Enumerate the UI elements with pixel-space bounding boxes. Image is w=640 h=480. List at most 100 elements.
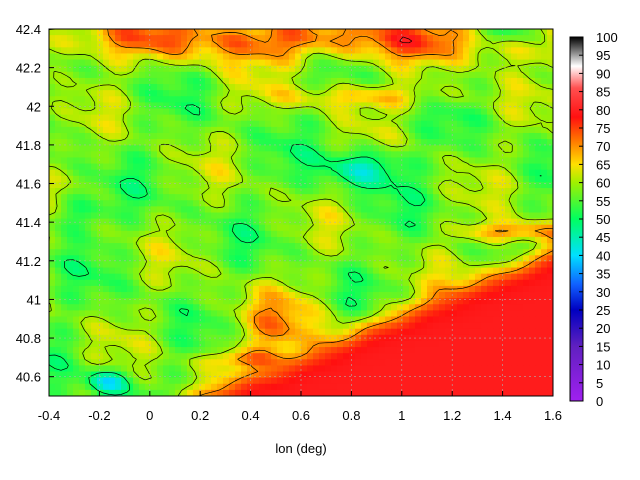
heatmap-cell (121, 255, 128, 263)
heatmap-cell (271, 175, 278, 183)
heatmap-cell (433, 224, 440, 232)
heatmap-cell (505, 273, 512, 281)
heatmap-cell (271, 304, 278, 311)
heatmap-cell (397, 322, 404, 330)
heatmap-cell (121, 84, 128, 91)
heatmap-cell (73, 77, 80, 85)
heatmap-cell (235, 65, 242, 73)
heatmap-cell (385, 29, 392, 36)
heatmap-cell (193, 188, 200, 195)
heatmap-cell (415, 353, 422, 360)
heatmap-cell (139, 132, 146, 140)
heatmap-cell (445, 353, 452, 360)
heatmap-cell (343, 132, 350, 140)
heatmap-cell (385, 347, 392, 354)
heatmap-cell (163, 279, 170, 287)
heatmap-cell (301, 298, 308, 305)
heatmap-cell (109, 249, 116, 256)
heatmap-cell (301, 353, 308, 360)
heatmap-cell (241, 96, 248, 103)
heatmap-cell (97, 35, 104, 42)
heatmap-cell (217, 175, 224, 183)
heatmap-cell (529, 126, 536, 134)
heatmap-cell (403, 359, 410, 367)
heatmap-cell (349, 65, 356, 73)
heatmap-cell (223, 120, 230, 128)
heatmap-cell (301, 71, 308, 79)
heatmap-cell (499, 84, 506, 91)
heatmap-cell (409, 224, 416, 232)
heatmap-cell (493, 102, 500, 110)
heatmap-cell (541, 243, 548, 250)
heatmap-cell (409, 206, 416, 214)
heatmap-cell (487, 298, 494, 305)
heatmap-cell (235, 267, 242, 275)
heatmap-cell (295, 194, 302, 201)
heatmap-cell (469, 243, 476, 250)
heatmap-cell (97, 371, 104, 379)
heatmap-cell (445, 151, 452, 159)
heatmap-cell (499, 157, 506, 165)
heatmap-cell (361, 53, 368, 61)
heatmap-cell (445, 102, 452, 110)
heatmap-cell (409, 132, 416, 140)
heatmap-cell (547, 304, 553, 311)
heatmap-cell (133, 120, 140, 128)
heatmap-cell (163, 139, 170, 146)
heatmap-cell (211, 77, 218, 85)
heatmap-cell (259, 371, 266, 379)
heatmap-cell (403, 181, 410, 189)
heatmap-cell (331, 200, 338, 207)
heatmap-cell (85, 304, 92, 311)
heatmap-cell (289, 310, 296, 318)
heatmap-cell (205, 224, 212, 232)
heatmap-cell (67, 108, 74, 116)
heatmap-cell (475, 279, 482, 287)
heatmap-cell (157, 77, 164, 85)
heatmap-cell (109, 181, 116, 189)
heatmap-cell (325, 181, 332, 189)
heatmap-cell (307, 47, 314, 55)
heatmap-cell (529, 35, 536, 42)
heatmap-cell (385, 145, 392, 152)
heatmap-cell (79, 255, 86, 263)
heatmap-cell (217, 53, 224, 61)
heatmap-cell (505, 304, 512, 311)
heatmap-cell (85, 292, 92, 299)
heatmap-cell (223, 53, 230, 61)
heatmap-cell (379, 181, 386, 189)
heatmap-cell (337, 41, 344, 48)
heatmap-cell (529, 249, 536, 256)
heatmap-cell (253, 188, 260, 195)
heatmap-cell (49, 151, 56, 159)
heatmap-cell (499, 212, 506, 220)
heatmap-cell (67, 163, 74, 171)
heatmap-cell (409, 65, 416, 73)
heatmap-cell (535, 163, 542, 171)
heatmap-cell (139, 243, 146, 250)
heatmap-cell (163, 334, 170, 342)
heatmap-cell (415, 71, 422, 79)
heatmap-cell (445, 132, 452, 140)
heatmap-cell (367, 285, 374, 293)
heatmap-cell (295, 310, 302, 318)
heatmap-cell (337, 181, 344, 189)
heatmap-cell (469, 298, 476, 305)
heatmap-cell (61, 255, 68, 263)
heatmap-cell (211, 212, 218, 220)
heatmap-cell (157, 298, 164, 305)
heatmap-cell (403, 102, 410, 110)
heatmap-cell (385, 181, 392, 189)
heatmap-cell (397, 340, 404, 348)
heatmap-cell (439, 157, 446, 165)
heatmap-cell (277, 126, 284, 134)
heatmap-cell (181, 108, 188, 116)
heatmap-cell (283, 71, 290, 79)
heatmap-cell (271, 29, 278, 36)
heatmap-cell (535, 279, 542, 287)
heatmap-cell (451, 353, 458, 360)
heatmap-cell (253, 163, 260, 171)
heatmap-cell (379, 188, 386, 195)
heatmap-cell (253, 267, 260, 275)
heatmap-cell (481, 365, 488, 373)
